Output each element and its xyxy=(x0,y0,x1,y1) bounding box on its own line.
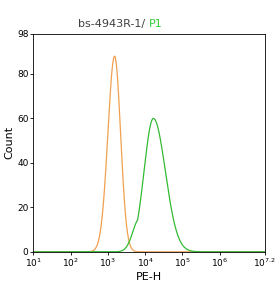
Text: bs-4943R-1/: bs-4943R-1/ xyxy=(78,19,149,29)
X-axis label: PE-H: PE-H xyxy=(136,272,162,282)
Text: P1: P1 xyxy=(149,19,163,29)
Y-axis label: Count: Count xyxy=(4,126,14,160)
